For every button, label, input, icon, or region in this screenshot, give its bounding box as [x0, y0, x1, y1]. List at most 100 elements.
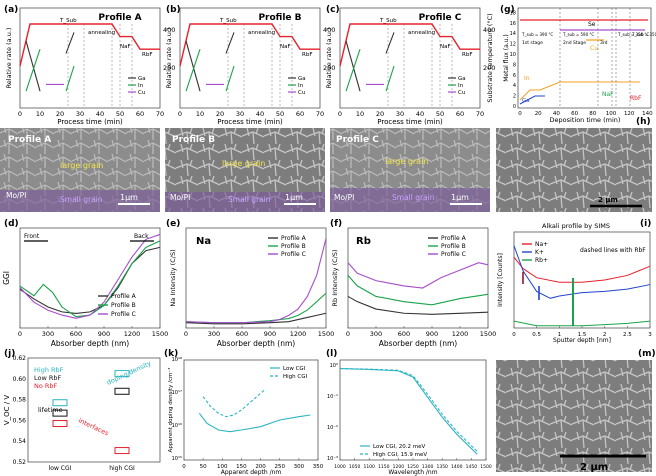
axes-i-xtick-label: 0 [512, 332, 516, 338]
panel-e-label: (e) [166, 219, 180, 229]
sem-a-substrate: Mo/PI [6, 191, 26, 200]
axes-f-series-profile-b [347, 275, 489, 306]
panel-j-ytick-label: 0.60 [13, 376, 27, 383]
panel-a-xtick-label: 40 [96, 110, 104, 118]
panel-g-ytick-label: 14 [510, 31, 516, 37]
panel-j-box-low-rbf [52, 409, 68, 417]
axes-e-xtick-label: 600 [236, 330, 248, 338]
panel-b-series-ga [225, 32, 235, 54]
panel-j-xtick-label: high CGI [109, 465, 135, 472]
panel-b-xtick-label: 50 [276, 110, 284, 118]
panel-j-ylabel: V_OC / V [3, 395, 11, 425]
panel-g-ytick-label: 4 [513, 83, 516, 89]
panel-f-xlabel: Absorber depth (nm) [379, 339, 458, 348]
panel-j: (j) 0.52 0.54 0.56 0.58 0.60 0.62 low CGI high … [3, 349, 161, 472]
panel-k-ytick-label: 10¹⁸ [172, 357, 182, 363]
panel-k-frame [183, 359, 319, 461]
panel-g-stage1: 1st stage [522, 40, 543, 46]
panel-j-ytick-label: 0.58 [13, 397, 27, 404]
panel-f-label: (f) [330, 219, 342, 229]
panel-g-cu-label: Cu [590, 45, 598, 52]
axes-e-xtick-label: 0 [184, 330, 188, 338]
panel-l: (l) 1000 1050 1100 1150 1200 1250 1300 1350 1400… [326, 349, 492, 476]
panel-a-series-in [65, 65, 75, 92]
panel-a-series-temperature [19, 23, 160, 67]
panel-k-ylabel: Apparent doping density /cm⁻³ [167, 368, 174, 453]
panel-f-frame [347, 227, 489, 329]
panel-g-plot: Se In Ga Cu NaF RbF 1st stage 2nd Stage 3rd T_sub… [510, 8, 656, 117]
panel-d-legend-profile-a: Profile A [111, 293, 137, 300]
panel-g-ytick-label: 12 [510, 42, 516, 48]
panel-g-ga-line [519, 95, 545, 105]
panel-d-plot: 0 300 600 900 1200 1500 Front Back Profile A Prof… [18, 233, 168, 338]
axes-k-xtick-label: 100 [217, 464, 228, 470]
panel-l-plot: 1000 1050 1100 1150 1200 1250 1300 1350 1400 1450… [327, 363, 492, 470]
panel-b-xtick-label: 0 [178, 110, 182, 118]
sem-b-scalebar-label: 1μm [285, 193, 303, 202]
axes-f-xtick-label: 900 [426, 330, 438, 338]
panel-c-xtick-label: 40 [416, 110, 424, 118]
axes-l-xtick-label: 1250 [407, 464, 419, 470]
panel-a-ylabel: Relative rate (a.u.) [5, 28, 13, 89]
panel-m: (m) 2 μm [496, 349, 656, 473]
panel-l-ytick-label: 10⁻¹ [327, 394, 338, 400]
panel-b-xtick-label: 10 [196, 110, 204, 118]
panel-i-legend-kplus: K+ [535, 249, 544, 256]
panel-b: (b) Profile B 0 10 20 30 40 50 60 70 200 400 T_Sub… [165, 5, 335, 126]
panel-g-se-label: Se [588, 21, 596, 28]
panel-j-box-no-rbf [52, 420, 68, 428]
panel-j-legend-low-rbf: Low RbF [34, 374, 62, 382]
panel-g-xtick-label: 40 [553, 111, 560, 117]
panel-c-xtick-label: 60 [456, 110, 464, 118]
axes-e-series-profile-a [185, 312, 327, 325]
axes-d-xtick-label: 0 [18, 330, 22, 338]
axes-l-xtick-label: 1100 [363, 464, 375, 470]
panel-b-rbf: RbF [302, 52, 312, 58]
panel-g-ytick-label: 10 [510, 52, 516, 58]
panel-c-series-in [385, 65, 395, 92]
panel-g-xtick-label: 100 [606, 111, 617, 117]
panel-a-legend-cu: Cu [138, 90, 145, 96]
panel-g-frame [517, 7, 652, 109]
panel-m-image [496, 360, 652, 472]
panel-g-xtick-label: 60 [571, 111, 578, 117]
panel-a-xtick-label: 20 [56, 110, 64, 118]
panel-i-title: Alkali profile by SIMS [542, 222, 610, 230]
sem-a-small-grain-region [0, 190, 160, 212]
panel-g-ytick-label: 18 [510, 10, 516, 16]
panel-g-ylabel: Metal flux (a.u.) [503, 34, 510, 82]
panel-c-series-in [345, 49, 361, 92]
panel-c: (c) Profile C 0 10 20 30 40 50 60 70 200 400 T_Sub… [325, 5, 495, 126]
axes-d-series-profile-b [19, 240, 161, 318]
axes-i-series-rb- [513, 320, 651, 327]
axes-d-xtick-label: 600 [70, 330, 82, 338]
panel-c-legend-cu: Cu [458, 90, 465, 96]
panel-g-ytick-label: 2 [513, 94, 516, 100]
panel-j-ytick-label: 0.54 [13, 438, 27, 445]
axes-l-xtick-label: 1400 [451, 464, 463, 470]
panel-c-annealing: annealing [408, 30, 435, 36]
panel-c-xtick-label: 50 [436, 110, 444, 118]
panel-g-in-line [519, 81, 640, 101]
panel-f-legend-profile-a: Profile A [441, 235, 467, 242]
panel-b-label: (b) [166, 5, 181, 15]
panel-c-plot: 0 10 20 30 40 50 60 70 200 400 T_Sub annealing NaF Rb… [338, 18, 495, 118]
panel-e-legend-profile-b: Profile B [281, 243, 306, 250]
panel-l-xlabel: Wavelength /nm [388, 469, 437, 476]
panel-i-plot: 0 0.5 1 1.5 2 2.5 3 Na+K+Rb+ [512, 241, 652, 338]
panel-g-t2: T_sub = 590 °C [562, 32, 594, 37]
panel-g-label: (g) [500, 5, 515, 15]
panel-k-ytick-label: 10¹⁵ [172, 456, 182, 462]
panel-g-ytick-label: 8 [513, 62, 516, 68]
axes-l-xtick-label: 1000 [334, 464, 346, 470]
axes-e-xtick-label: 900 [264, 330, 276, 338]
panel-b-xtick-label: 30 [236, 110, 244, 118]
panel-e-frame [185, 227, 327, 329]
panel-c-ylabel: Relative rate (a.u.) [325, 28, 333, 89]
panel-c-rbf: RbF [462, 52, 472, 58]
panel-k-plot: 0 50 100 150 200 250 300 350 10¹⁵ 10¹⁶ 10¹⁷ 10¹⁸ Low… [172, 357, 324, 470]
panel-c-xlabel: Process time (min) [377, 118, 443, 126]
panel-k-legend-low-cgi: Low CGI [283, 366, 306, 372]
